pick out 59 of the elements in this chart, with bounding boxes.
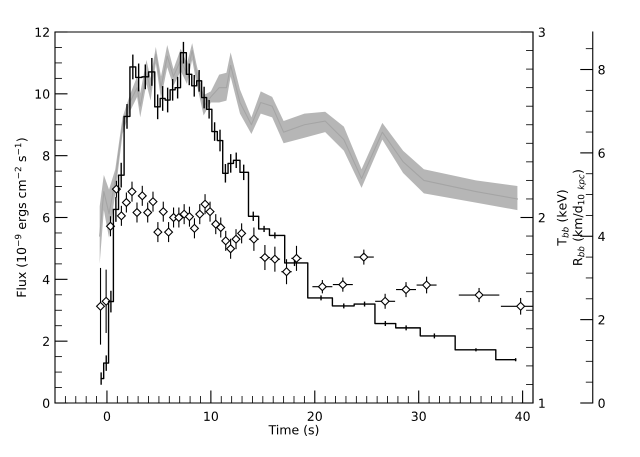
y-tick-label: 6 — [43, 212, 50, 222]
y-tick-label: 4 — [42, 274, 50, 284]
point — [143, 208, 152, 217]
point — [200, 200, 210, 209]
point — [122, 198, 131, 207]
y-axis-title: Flux (10$^{−9}$ ergs cm$^{−2}$ s$^{−1}$) — [14, 138, 29, 297]
y-tick-label: 2 — [43, 336, 49, 346]
point — [138, 191, 147, 200]
point — [132, 208, 142, 217]
point — [221, 236, 230, 246]
point — [148, 197, 158, 206]
x-axis-title: Time (s) — [268, 424, 318, 436]
y3-tick-label: 0 — [598, 398, 605, 408]
y2-tick-label: 1 — [539, 398, 545, 408]
point — [206, 207, 215, 216]
x-tick-label: 0 — [104, 412, 110, 422]
x-tick-label: 40 — [515, 412, 530, 422]
point — [102, 296, 111, 306]
point — [282, 267, 291, 276]
y3-tick-label: 2 — [598, 315, 604, 324]
point — [292, 254, 301, 263]
point — [128, 187, 136, 196]
point — [516, 302, 526, 311]
y2-tick-label: 2 — [538, 212, 545, 222]
y-tick-label: 10 — [36, 89, 50, 99]
point — [174, 213, 184, 222]
y-tick-label: 12 — [36, 27, 49, 37]
point — [216, 223, 226, 232]
point — [96, 302, 105, 311]
point — [249, 234, 258, 244]
y-tick-label: 0 — [43, 398, 50, 408]
point — [237, 228, 246, 238]
point — [211, 220, 220, 229]
point — [232, 234, 240, 244]
point — [380, 296, 390, 306]
y3-tick-label: 8 — [598, 64, 605, 74]
point — [184, 212, 194, 222]
y3-tick-label: 6 — [598, 148, 605, 158]
point — [338, 280, 348, 290]
x-tick-label: 20 — [308, 412, 322, 422]
x-tick-label: 30 — [412, 412, 426, 422]
y3-axis-title: R$_{bb}$ (km/d$_{10 kpc}$) — [572, 170, 586, 265]
y2-axis-title: T$_{bb}$ (keV) — [556, 190, 569, 246]
point — [158, 207, 168, 216]
point — [190, 224, 199, 233]
y2-tick-label: 3 — [538, 27, 545, 37]
point — [402, 285, 410, 294]
point — [195, 210, 204, 219]
point — [164, 228, 174, 237]
point — [226, 244, 236, 254]
point — [474, 290, 484, 300]
point — [153, 228, 162, 237]
point — [116, 211, 126, 220]
point — [359, 252, 368, 262]
y-tick-label: 8 — [43, 151, 50, 161]
point — [422, 280, 432, 290]
point — [180, 210, 189, 219]
x-tick-label: 10 — [204, 412, 218, 422]
y3-tick-label: 4 — [598, 232, 605, 242]
